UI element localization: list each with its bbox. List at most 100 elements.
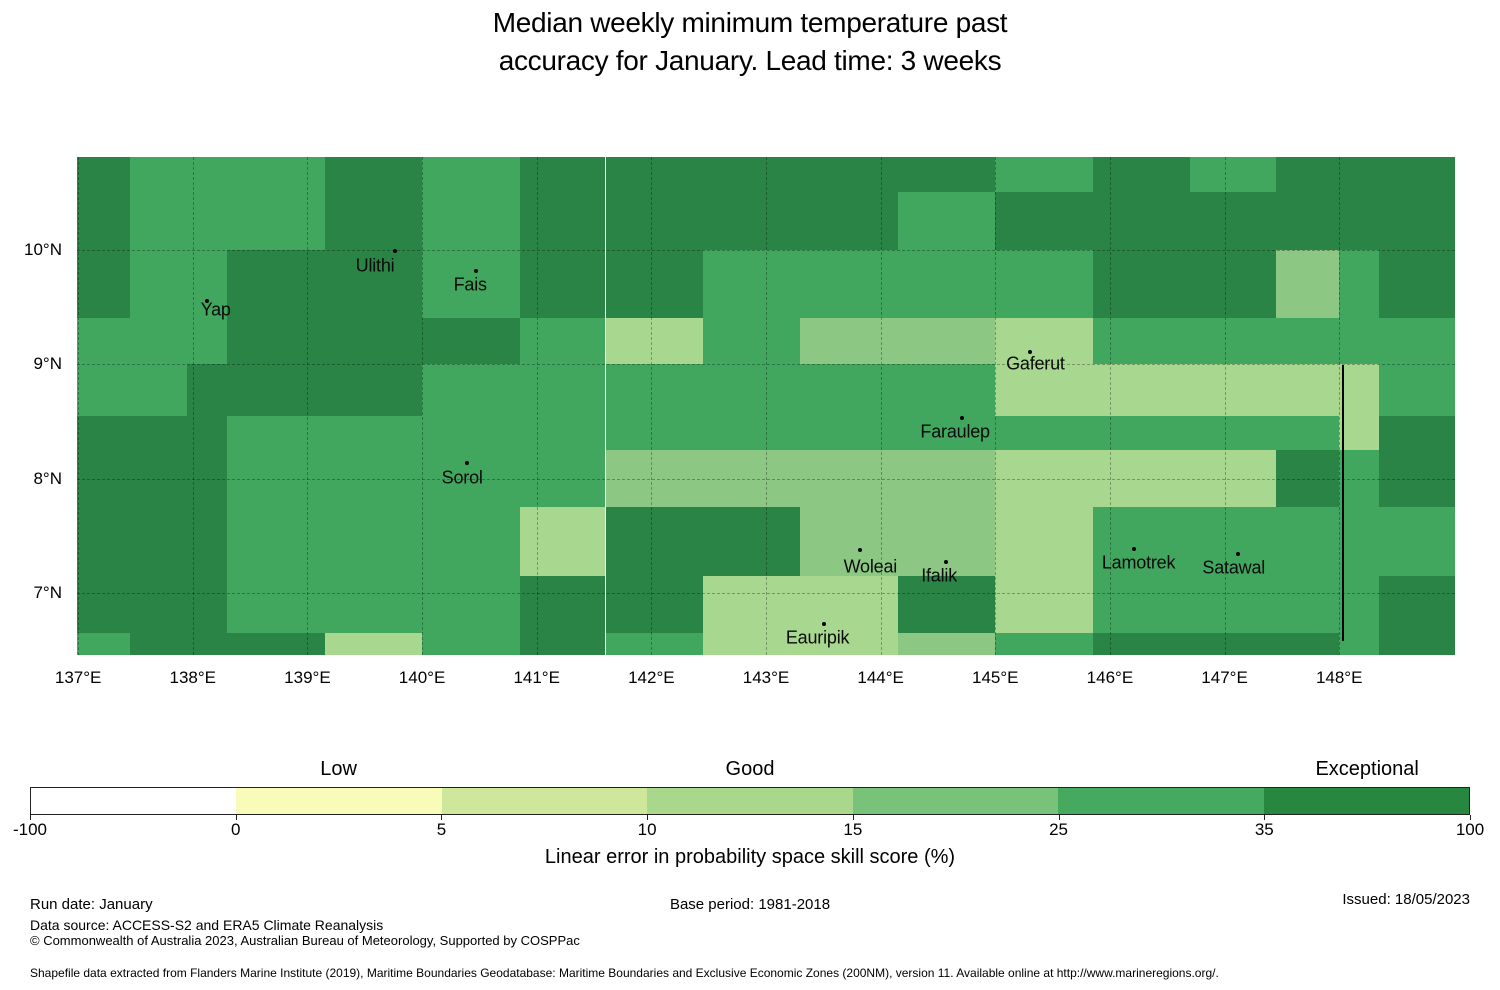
map-cell (605, 249, 703, 319)
colorbar-tick-label: 0 (230, 820, 241, 839)
shapefile-attribution-text: Shapefile data extracted from Flanders M… (30, 966, 1219, 980)
colorbar-category-label: Low (320, 758, 357, 780)
yap-island-marker (204, 299, 209, 304)
map-cell (187, 415, 228, 451)
map-cell (129, 576, 188, 634)
map-cell (324, 249, 423, 319)
colorbar-tick (235, 815, 237, 820)
issued-date-text: Issued: 18/05/2023 (1342, 891, 1470, 908)
map-cell (1339, 157, 1380, 193)
map-cell (1092, 576, 1191, 634)
map-cell (422, 576, 520, 634)
map-cell (1379, 576, 1455, 634)
map-cell (1092, 415, 1191, 451)
map-cell (1339, 364, 1380, 416)
woleai-island-marker (858, 547, 862, 552)
map-cell (77, 576, 130, 634)
map-cell (800, 249, 898, 319)
map-cell (422, 415, 520, 451)
data-source-text: Data source: ACCESS-S2 and ERA5 Climate … (30, 917, 384, 933)
map-cell (227, 364, 325, 416)
map-cell (1092, 450, 1191, 508)
map-cell (129, 507, 188, 576)
lamotrek-island-marker (1132, 546, 1136, 551)
map-cell (897, 415, 996, 451)
map-cell (702, 249, 801, 319)
map-cell (227, 450, 325, 508)
map-cell (995, 576, 1093, 634)
map-cell (1276, 507, 1340, 576)
meridian-gridline (307, 157, 309, 655)
eauripik-island-label: Eauripik (785, 627, 850, 648)
parallel-gridline (77, 249, 1455, 251)
colorbar-tick-label: 10 (637, 820, 657, 839)
colorbar-tick-label: 35 (1254, 820, 1274, 839)
map-cell (227, 157, 325, 193)
map-cell (1379, 249, 1455, 319)
map-cell (605, 157, 703, 193)
meridian-gridline (995, 157, 997, 655)
map-cell (129, 633, 188, 655)
map-cell (187, 576, 228, 634)
map-cell (702, 318, 801, 365)
colorbar-tick (1058, 815, 1060, 820)
map-cell (995, 415, 1093, 451)
colorbar-category-label: Exceptional (1315, 758, 1419, 780)
colorbar-segment (236, 788, 442, 814)
colorbar-tick (441, 815, 443, 820)
map-cell (422, 633, 520, 655)
colorbar-tick-label: 15 (843, 820, 863, 839)
map-cell (324, 415, 423, 451)
map-cell (1190, 249, 1277, 319)
map-cell (702, 576, 801, 634)
map-cell (995, 450, 1093, 508)
map-cell (800, 450, 898, 508)
colorbar-tick (647, 815, 649, 820)
parallel-gridline (77, 364, 1455, 366)
colorbar-tick-label: 25 (1049, 820, 1069, 839)
fais-island-label: Fais (453, 274, 487, 295)
map-cell (1276, 415, 1340, 451)
colorbar-tick (852, 815, 854, 820)
map-cell (77, 249, 130, 319)
map-cell (605, 450, 703, 508)
map-cell (702, 364, 801, 416)
map-cell (800, 318, 898, 365)
fais-island-marker (473, 269, 478, 274)
map-cell (77, 415, 130, 451)
map-cell (1190, 633, 1277, 655)
map-cell (77, 157, 130, 193)
map-cell (1092, 192, 1191, 250)
ulithi-island-label: Ulithi (355, 255, 395, 276)
map-cell (605, 415, 703, 451)
faraulep-island-label: Faraulep (920, 421, 990, 442)
meridian-gridline (880, 157, 882, 655)
map-cell (1379, 318, 1455, 365)
map-cell (1339, 318, 1380, 365)
colorbar-tick (1470, 815, 1471, 820)
map-cell (702, 157, 801, 193)
colorbar-tick-label: -100 (12, 820, 48, 839)
map-cell (187, 364, 228, 416)
map-cell (1190, 576, 1277, 634)
colorbar-segment (441, 788, 648, 814)
map-cell (1276, 450, 1340, 508)
meridian-gridline (78, 157, 80, 655)
map-cell (1190, 450, 1277, 508)
map-cell (897, 318, 996, 365)
map-cell (227, 318, 325, 365)
map-cell (1339, 576, 1380, 634)
x-tick-label: 144°E (857, 668, 904, 687)
map-cell (1092, 318, 1191, 365)
map-cell (800, 576, 898, 634)
map-cell (1190, 364, 1277, 416)
map-cell (324, 157, 423, 193)
parallel-gridline (77, 478, 1455, 480)
map-cell (995, 318, 1093, 365)
map-cell (519, 364, 606, 416)
map-cell (702, 450, 801, 508)
map-cell (800, 192, 898, 250)
woleai-island-label: Woleai (843, 556, 898, 577)
map-cell (1190, 157, 1277, 193)
map-cell (519, 415, 606, 451)
